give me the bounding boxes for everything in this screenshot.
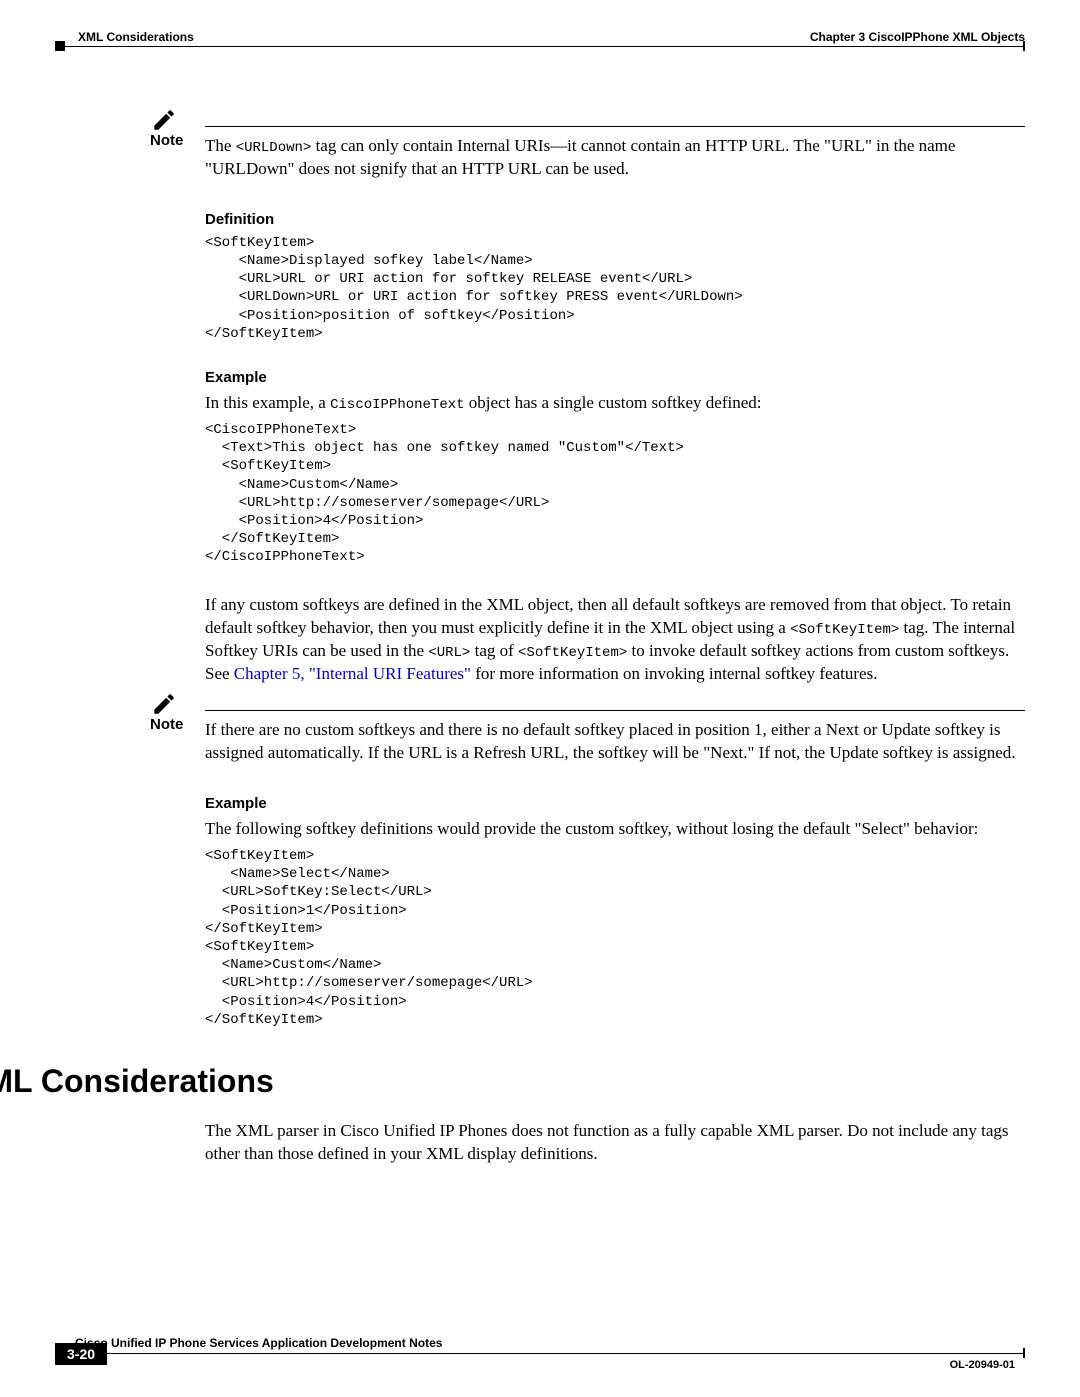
example-intro: The following softkey definitions would … [205,818,1025,841]
body-paragraph: The XML parser in Cisco Unified IP Phone… [205,1120,1025,1166]
footer-book-title: Cisco Unified IP Phone Services Applicat… [75,1336,442,1350]
note-block: Note The <URLDown> tag can only contain … [205,126,1025,181]
pencil-icon [150,106,178,134]
cross-ref-link[interactable]: Chapter 5, "Internal URI Features" [234,664,471,683]
note-text-tag: <URLDown> [236,140,312,156]
definition-heading: Definition [205,211,1025,228]
text-mono: <URL> [428,645,470,661]
text-part: or [859,720,882,739]
pencil-icon [150,690,178,718]
text-mono: <SoftKeyItem> [518,645,627,661]
note-label: Note [150,716,183,733]
text-part: for more information on invoking interna… [471,664,877,683]
example-heading: Example [205,795,1025,812]
section-heading-h1: XML Considerations [0,1063,1025,1100]
example-intro: In this example, a CiscoIPPhoneText obje… [205,392,1025,415]
header-chapter: Chapter 3 CiscoIPPhone XML Objects [810,30,1025,44]
page-number-badge: 3-20 [55,1343,107,1365]
note-text: If there are no custom softkeys and ther… [205,719,1025,765]
footer-doc-id: OL-20949-01 [950,1359,1015,1371]
text-part: In this example, a [205,393,330,412]
text-bold: Update [829,743,878,762]
definition-code: <SoftKeyItem> <Name>Displayed sofkey lab… [205,234,1025,343]
header-rule [55,46,1025,56]
example-code: <SoftKeyItem> <Name>Select</Name> <URL>S… [205,847,1025,1029]
text-part: tag of [470,641,518,660]
note-text: The <URLDown> tag can only contain Inter… [205,135,1025,181]
note-text-part: The [205,136,236,155]
text-mono: CiscoIPPhoneText [330,397,464,413]
body-paragraph: If any custom softkeys are defined in th… [205,594,1025,686]
example-code: <CiscoIPPhoneText> <Text>This object has… [205,421,1025,567]
text-mono: <SoftKeyItem> [790,622,899,638]
text-part: If there are no custom softkeys and ther… [205,720,826,739]
note-text-part: tag can only contain Internal URIs—it ca… [205,136,955,178]
text-part: object has a single custom softkey defin… [465,393,762,412]
header-section: XML Considerations [78,30,194,44]
text-bold: Next [826,720,859,739]
text-bold: Update [882,720,931,739]
text-part: softkey is assigned. [879,743,1016,762]
page-footer: Cisco Unified IP Phone Services Applicat… [55,1336,1025,1365]
example-heading: Example [205,369,1025,386]
note-label: Note [150,132,183,149]
note-block: Note If there are no custom softkeys and… [205,710,1025,765]
